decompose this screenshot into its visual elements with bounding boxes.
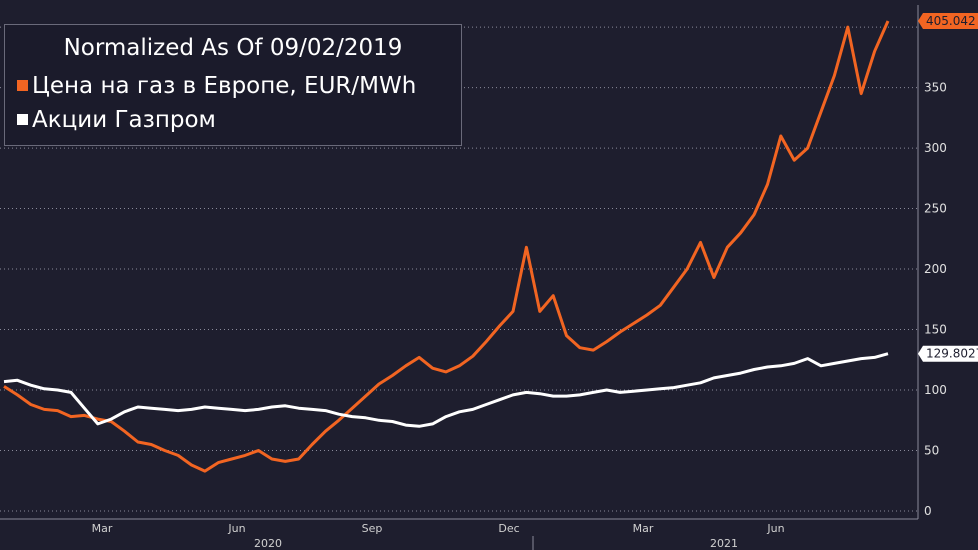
y-tick-label: 100 (924, 383, 947, 397)
legend-swatch-gazprom (17, 114, 28, 125)
x-tick-label: Mar (633, 522, 654, 535)
last-value-label: 405.042 (926, 14, 976, 28)
y-tick-label: 350 (924, 81, 947, 95)
last-value-tag-gazprom: 129.8027 (918, 345, 978, 362)
y-tick-label: 50 (924, 444, 939, 458)
legend-label-gazprom: Акции Газпром (32, 107, 216, 133)
legend-item-gazprom: Акции Газпром (17, 107, 216, 133)
last-value-tag-bg (918, 13, 978, 30)
legend-swatch-gas (17, 80, 28, 91)
value-labels: 405.042 129.8027 (918, 13, 978, 362)
last-value-label: 129.8027 (926, 347, 978, 361)
x-tick-label: Jun (766, 522, 784, 535)
axes: 0 50 100 150 200 250 300 350 Mar Jun Sep Dec Mar Jun 2… (0, 5, 947, 550)
y-tick-label: 200 (924, 262, 947, 276)
series-line-gas-price (3, 20, 890, 473)
year-label: 2021 (710, 537, 738, 550)
x-tick-label: Dec (498, 522, 519, 535)
legend: Normalized As Of 09/02/2019 Цена на газ … (4, 24, 462, 146)
year-label: 2020 (254, 537, 282, 550)
last-value-tag-bg (918, 345, 978, 362)
x-tick-label: Sep (362, 522, 383, 535)
last-value-tag-gas: 405.042 (918, 13, 978, 30)
legend-label-gas: Цена на газ в Европе, EUR/MWh (32, 73, 417, 99)
series-line-gazprom (3, 352, 889, 428)
x-tick-label: Jun (227, 522, 245, 535)
y-tick-label: 150 (924, 323, 947, 337)
y-tick-label: 0 (924, 504, 932, 518)
legend-item-gas: Цена на газ в Европе, EUR/MWh (17, 73, 416, 99)
series-lines (3, 20, 890, 473)
x-tick-label: Mar (92, 522, 113, 535)
chart-title: Normalized As Of 09/02/2019 (63, 35, 403, 61)
y-tick-label: 300 (924, 141, 947, 155)
y-tick-label: 250 (924, 202, 947, 216)
